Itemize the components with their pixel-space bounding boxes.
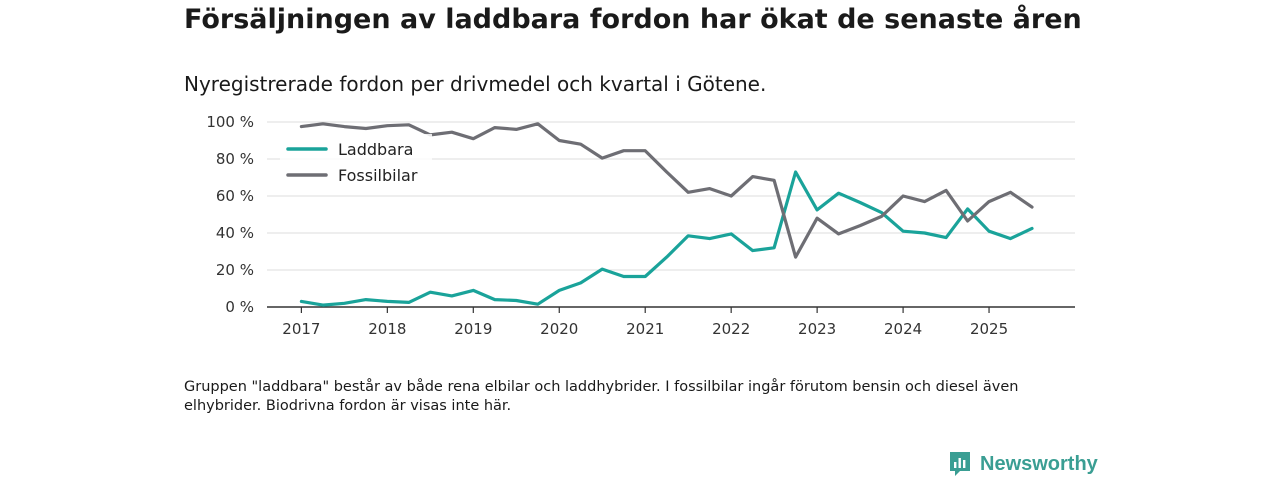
y-tick-label: 0 % — [225, 298, 254, 316]
x-axis: 2017 2018 2019 2020 2021 2022 2023 2024 2025 — [267, 306, 1075, 338]
newsworthy-chart-icon — [950, 452, 970, 476]
newsworthy-logo[interactable]: Newsworthy — [948, 450, 1098, 478]
y-tick-label: 80 % — [216, 150, 254, 168]
y-tick-label: 20 % — [216, 261, 254, 279]
line-chart: 0 % 20 % 40 % 60 % 80 % 100 % 2017 2018 2019 202… — [206, 113, 1075, 338]
x-tick-label: 2025 — [970, 320, 1008, 338]
x-tick-label: 2017 — [282, 320, 320, 338]
legend-label-laddbara: Laddbara — [338, 140, 413, 159]
chart-subtitle: Nyregistrerade fordon per drivmedel och … — [184, 72, 767, 96]
legend: Laddbara Fossilbilar — [280, 134, 432, 194]
y-axis-labels: 0 % 20 % 40 % 60 % 80 % 100 % — [206, 113, 254, 316]
y-tick-label: 100 % — [206, 113, 254, 131]
legend-background — [280, 134, 432, 194]
x-tick-label: 2021 — [626, 320, 664, 338]
x-tick-label: 2023 — [798, 320, 836, 338]
x-tick-label: 2022 — [712, 320, 750, 338]
brand-name: Newsworthy — [980, 452, 1098, 475]
x-tick-label: 2020 — [540, 320, 578, 338]
x-tick-label: 2019 — [454, 320, 492, 338]
series-lines — [299, 122, 1034, 307]
chart-title: Försäljningen av laddbara fordon har öka… — [184, 4, 1082, 35]
y-tick-label: 40 % — [216, 224, 254, 242]
series-line-laddbara — [299, 170, 1034, 307]
x-tick-label: 2018 — [368, 320, 406, 338]
footnote: Gruppen "laddbara" består av både rena e… — [184, 379, 1019, 414]
x-tick-label: 2024 — [884, 320, 922, 338]
legend-label-fossilbilar: Fossilbilar — [338, 166, 418, 185]
y-tick-label: 60 % — [216, 187, 254, 205]
series-line-fossilbilar — [299, 122, 1034, 259]
